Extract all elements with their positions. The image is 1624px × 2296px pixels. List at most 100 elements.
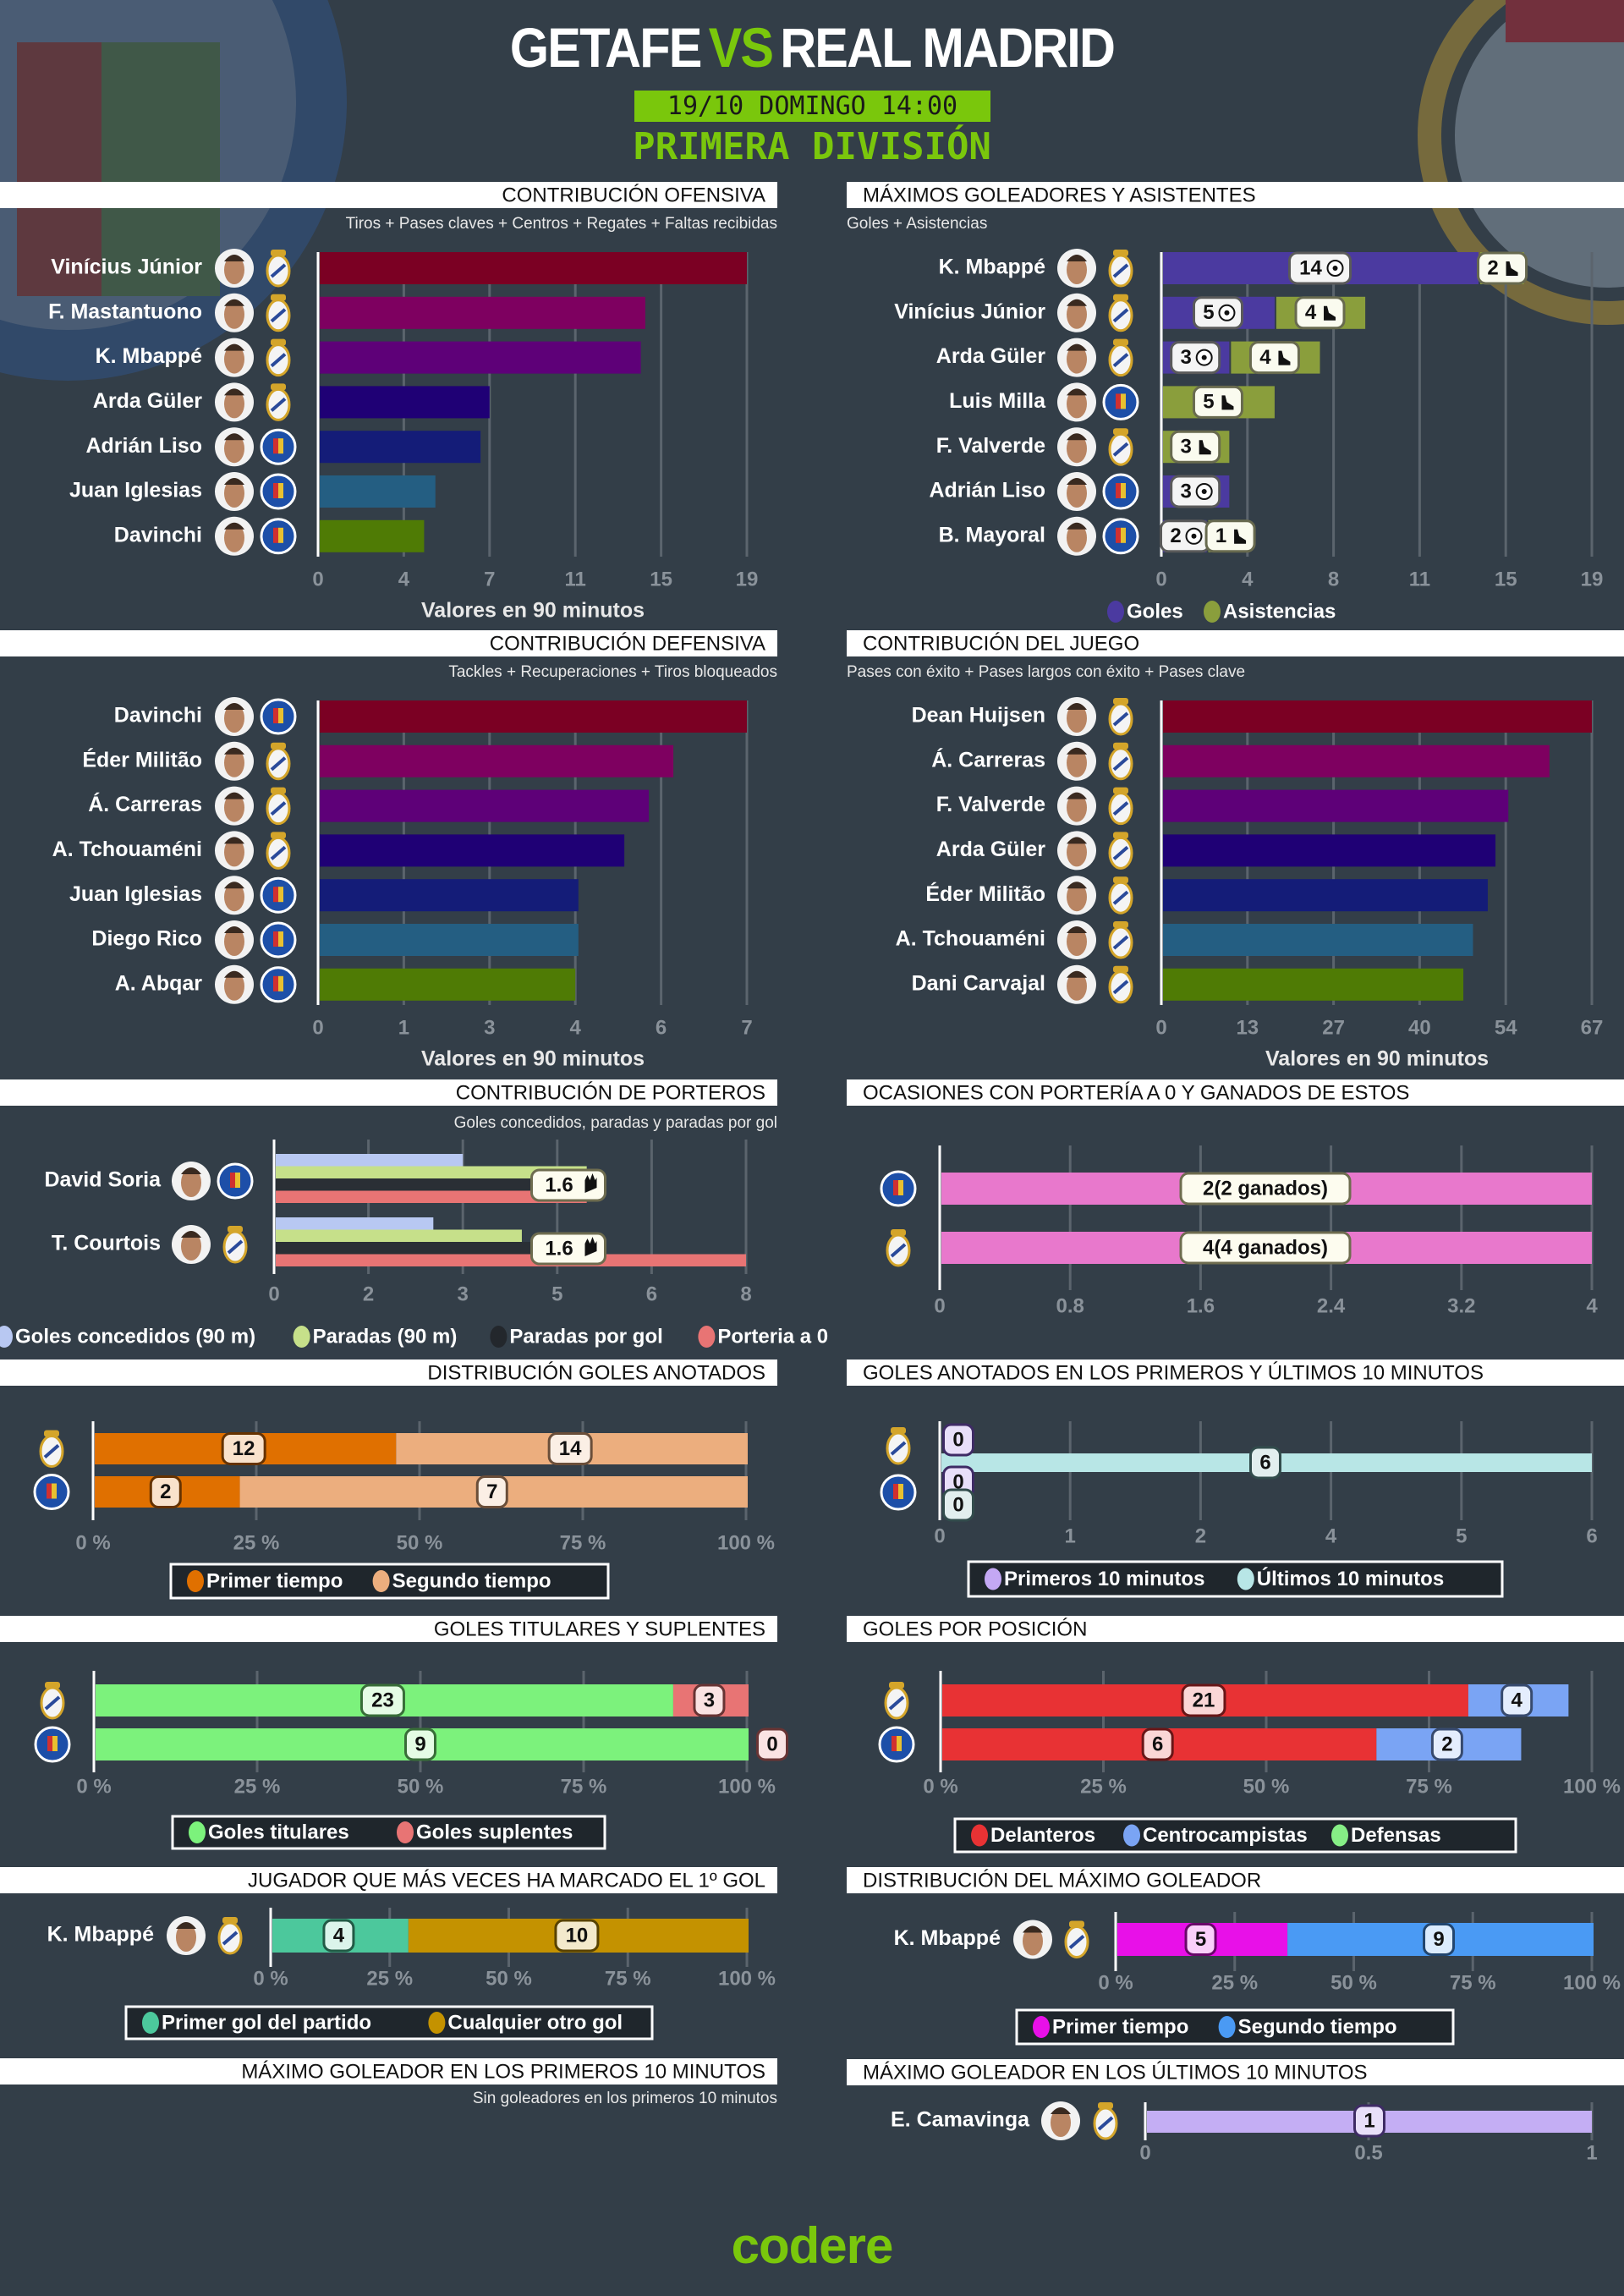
bar-paradas-90-m- [276,1166,587,1178]
player-name: Juan Iglesias [69,882,202,906]
value-label: 5 [1184,1923,1217,1956]
crest-stripe [1121,393,1126,409]
getafe-crest-icon [1102,473,1139,510]
value-label: 2 [149,1475,182,1508]
panel-header-bar [847,1616,1624,1642]
crest-crown [1113,294,1128,301]
panel-title: DISTRIBUCIÓN GOLES ANOTADOS [427,1361,765,1384]
value-label-text: 9 [414,1733,425,1755]
avatar-face [1067,389,1087,419]
player-photo-avatar [1057,293,1096,332]
getafe-crest-icon [260,921,297,958]
panel-header-bar [847,630,1624,656]
real-madrid-crest-icon [1108,965,1133,1004]
x-tick-label: 6 [656,1016,667,1039]
avatar-hair [1067,747,1087,755]
legend-item-label: Centrocampistas [1143,1824,1308,1847]
match-title: GETAFE VS REAL MADRID [81,15,1543,80]
x-tick-label: 2 [1195,1524,1206,1547]
value-label-box [1249,1446,1281,1480]
vs-label: VS [708,16,774,79]
value-label-box [359,1684,405,1717]
player-photo-avatar [215,249,254,288]
avatar-hair [1067,926,1087,933]
avatar-face [1067,344,1087,374]
avatar-hair [1067,703,1087,710]
value-label-box [1181,1684,1226,1717]
crest-crown [45,1682,60,1689]
x-tick-label: 4 [1586,1294,1598,1317]
crest-crown [1113,742,1128,750]
bar-paradas-por-gol [276,1242,541,1255]
panel-title: CONTRIBUCIÓN DEL JUEGO [863,632,1139,655]
value-label-text: 2(2 ganados) [1203,1177,1328,1200]
crest-crown [1113,250,1128,256]
legend-swatch [142,2012,159,2034]
player-photo-avatar [1057,382,1096,422]
value-label-text: 12 [233,1437,255,1460]
panel-header-bar [0,1867,777,1893]
value-label-box [693,1684,726,1717]
value-label-box [1501,1684,1533,1717]
avatar-hair [1067,522,1087,530]
x-tick-label: 2.4 [1317,1294,1346,1317]
player-name: Davinchi [114,523,202,547]
value-label: 9 [1423,1923,1456,1956]
player-photo-avatar [1057,427,1096,467]
avatar-face [224,479,244,508]
legend-box [953,1817,1517,1854]
x-tick-label: 1 [1065,1524,1076,1547]
player-name: T. Courtois [52,1232,161,1255]
crest-stripe [1116,483,1121,498]
legend-item-label: Primer tiempo [1052,2015,1188,2038]
x-tick-label: 27 [1322,1016,1345,1039]
player-photo-avatar [215,876,254,915]
panel-title: MÁXIMO GOLEADOR EN LOS ÚLTIMOS 10 MINUTO… [863,2061,1368,2084]
glove-icon [584,1173,597,1193]
crest-band [1112,980,1129,995]
x-tick-label: 3 [458,1283,469,1305]
crest-stripe [1116,393,1121,409]
avatar-hair [176,1922,196,1929]
avatar-face [224,389,244,419]
crest-stripe [898,1180,903,1195]
value-label: 4 [1501,1684,1533,1717]
crest-stripe [278,527,283,543]
crest-band [890,1243,907,1258]
value-label: 1.6 [530,1232,606,1266]
glove-icon [584,1237,597,1256]
x-tick-label: 75 % [1450,1971,1496,1994]
crest-band [270,801,287,816]
getafe-crest-icon [260,876,297,914]
value-label-text: 3 [704,1689,715,1711]
getafe-crest-icon [260,473,297,510]
avatar-face [224,793,244,822]
player-name: E. Camavinga [891,2108,1030,2132]
bar [320,386,490,419]
value-label-text: 3 [1181,346,1192,369]
player-photo-avatar [1013,1920,1052,1959]
legend-item-label: Delanteros [990,1824,1095,1847]
bar [320,475,436,508]
legend-swatch [1218,2016,1236,2038]
x-tick-label: 67 [1581,1016,1604,1039]
legend-swatch [1204,601,1221,623]
value-label: 23 [359,1684,405,1717]
avatar-face [1023,1926,1043,1956]
x-tick-label: 15 [1495,568,1517,590]
avatar-hair [224,747,244,755]
value-label-box [547,1432,593,1465]
bar [320,744,674,777]
x-tick-label: 0 [934,1524,945,1547]
real-madrid-crest-icon [1108,832,1133,870]
crest-crown [271,338,286,346]
real-madrid-crest-icon [266,383,291,421]
value-label: 6 [1249,1446,1281,1480]
player-photo-avatar [215,920,254,959]
player-photo-avatar [1057,249,1096,288]
avatar-hair [224,388,244,396]
bar-goles-concedidos-90-m- [276,1154,464,1167]
value-label-text: 3 [1181,436,1192,459]
avatar-hair [181,1231,201,1238]
crest-crown [271,832,286,839]
